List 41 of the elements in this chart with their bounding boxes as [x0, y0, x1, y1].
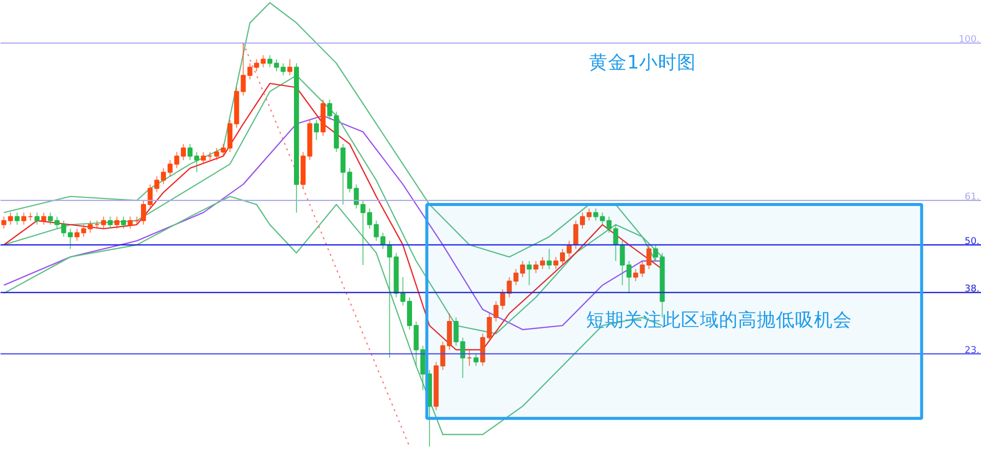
candlestick	[593, 208, 598, 222]
candlestick	[68, 228, 73, 250]
candlestick	[14, 212, 20, 226]
candlestick	[88, 220, 93, 234]
ref-line-label: 23.	[964, 344, 980, 356]
candlestick	[180, 143, 186, 161]
candlestick	[653, 244, 658, 262]
candlestick	[520, 260, 526, 278]
candlestick	[121, 216, 126, 230]
candlestick	[200, 152, 206, 165]
candlestick	[174, 152, 180, 169]
candlestick	[474, 353, 479, 366]
candlestick	[101, 216, 106, 230]
text: 黄金1小时图	[589, 52, 696, 74]
ref-line-label: 61.	[964, 191, 980, 202]
candlestick	[287, 58, 292, 76]
candlestick	[41, 212, 46, 226]
ref-line-label: 50.	[964, 236, 980, 247]
candlestick	[21, 212, 26, 226]
candlestick	[526, 260, 532, 286]
candlestick	[128, 216, 133, 230]
candlestick	[327, 99, 332, 120]
candlestick	[240, 42, 246, 96]
candlestick	[148, 184, 153, 210]
candlestick	[553, 256, 558, 270]
ref-line-label: 38.	[964, 283, 980, 294]
candlestick	[540, 256, 546, 270]
candlestick	[633, 268, 638, 282]
candlestick	[546, 248, 552, 270]
candlestick	[214, 147, 220, 161]
candlestick	[620, 240, 625, 286]
candlestick	[141, 200, 146, 226]
candlestick	[626, 260, 632, 294]
ref-line-label: 100.	[958, 34, 980, 46]
candlestick	[586, 208, 592, 222]
candlestick	[533, 260, 538, 274]
candlestick	[34, 212, 40, 226]
candlestick	[108, 216, 113, 230]
candlestick	[114, 216, 120, 230]
candlestick	[486, 312, 492, 342]
candlestick	[314, 119, 319, 140]
